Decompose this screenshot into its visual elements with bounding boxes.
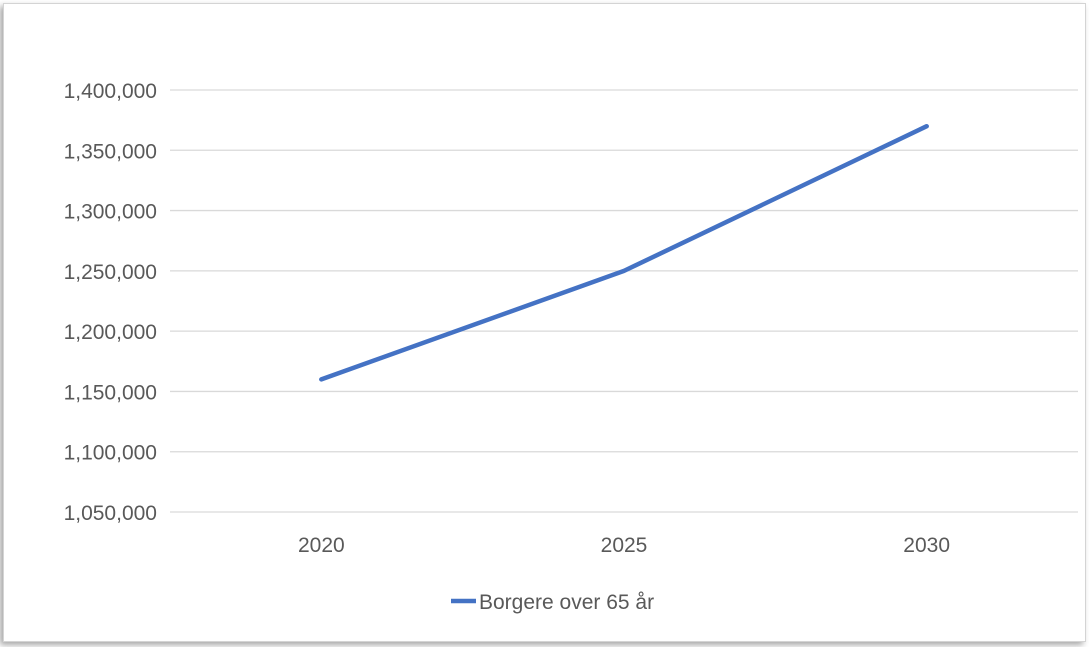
x-tick-label: 2020 (298, 534, 345, 557)
y-tick-label: 1,050,000 (64, 502, 157, 525)
y-tick-label: 1,100,000 (64, 442, 157, 465)
y-tick-label: 1,350,000 (64, 140, 157, 163)
y-tick-label: 1,300,000 (64, 201, 157, 224)
gridlines (170, 89, 1078, 513)
x-tick-label: 2025 (601, 534, 648, 557)
series-line (319, 123, 929, 382)
series-lines (319, 123, 929, 382)
chart-frame (3, 3, 1086, 642)
legend-label: Borgere over 65 år (479, 591, 654, 614)
y-tick-label: 1,200,000 (64, 321, 157, 344)
y-tick-label: 1,400,000 (64, 80, 157, 103)
legend: Borgere over 65 år (451, 591, 654, 614)
y-tick-label: 1,250,000 (64, 261, 157, 284)
y-tick-label: 1,150,000 (64, 381, 157, 404)
x-axis-tick-labels: 2020 2025 2030 (298, 534, 950, 557)
x-tick-label: 2030 (903, 534, 950, 557)
y-axis-tick-labels: 1,050,000 1,100,000 1,150,000 1,200,000 1,25… (64, 80, 157, 525)
